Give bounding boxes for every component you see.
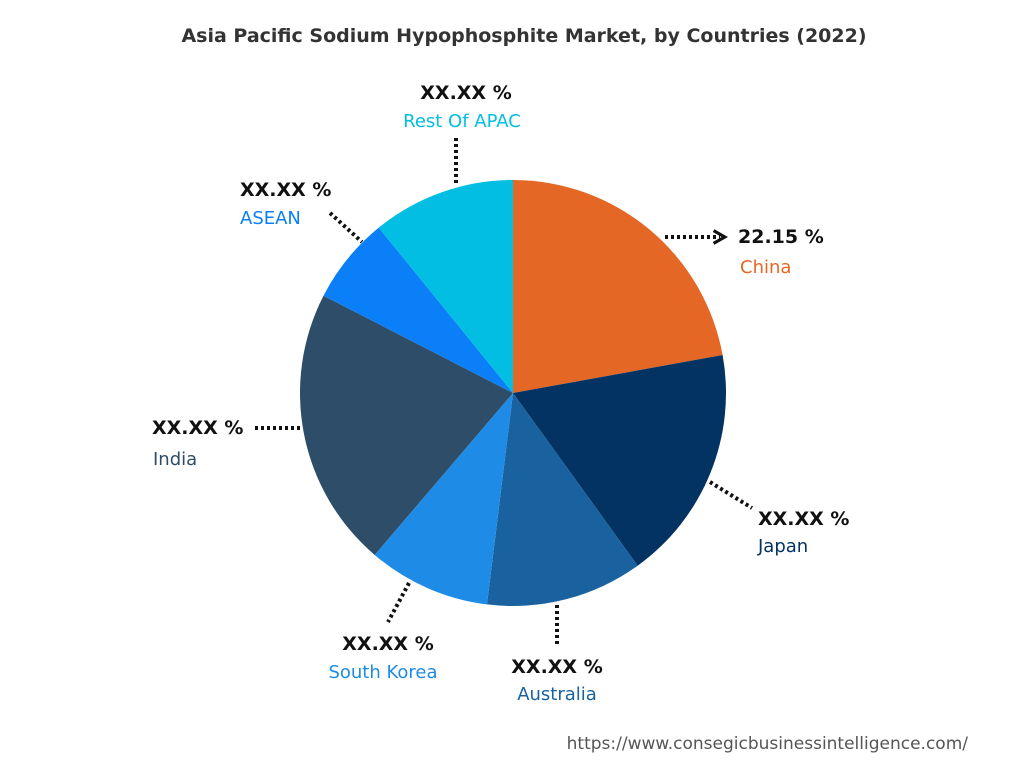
category-label-japan: Japan [757,536,808,557]
value-label-china: 22.15 % [738,226,824,248]
pie-slice-japan[interactable] [513,355,726,566]
pie-slices [299,180,726,606]
pie-slice-rest-of-apac[interactable] [378,180,513,393]
source-url[interactable]: https://www.consegicbusinessintelligence… [567,734,969,754]
value-label-asean: XX.XX % [240,179,331,201]
category-label-asean: ASEAN [240,208,301,229]
pie-slice-china[interactable] [513,180,723,393]
slice-labels: 22.15 % China XX.XX % Japan XX.XX % Australia… [152,82,849,705]
pie-slice-asean[interactable] [323,227,513,393]
value-label-australia: XX.XX % [511,656,602,678]
category-label-india: India [153,449,197,470]
chart-title: Asia Pacific Sodium Hypophosphite Market… [181,25,866,47]
leader-lines [255,138,754,646]
pie-slice-india[interactable] [299,295,513,555]
value-label-india: XX.XX % [152,417,243,439]
category-label-china: China [740,257,791,278]
category-label-australia: Australia [517,684,597,705]
category-label-south-korea: South Korea [328,662,437,683]
category-label-rest-of-apac: Rest Of APAC [403,111,521,132]
pie-slice-south-korea[interactable] [374,393,513,605]
value-label-south-korea: XX.XX % [342,633,433,655]
leader-line-japan [708,480,754,510]
pie-slice-australia[interactable] [486,393,638,606]
leader-line-south-korea [386,582,411,623]
value-label-rest-of-apac: XX.XX % [420,82,511,104]
leader-line-asean [328,211,364,244]
value-label-japan: XX.XX % [758,508,849,530]
